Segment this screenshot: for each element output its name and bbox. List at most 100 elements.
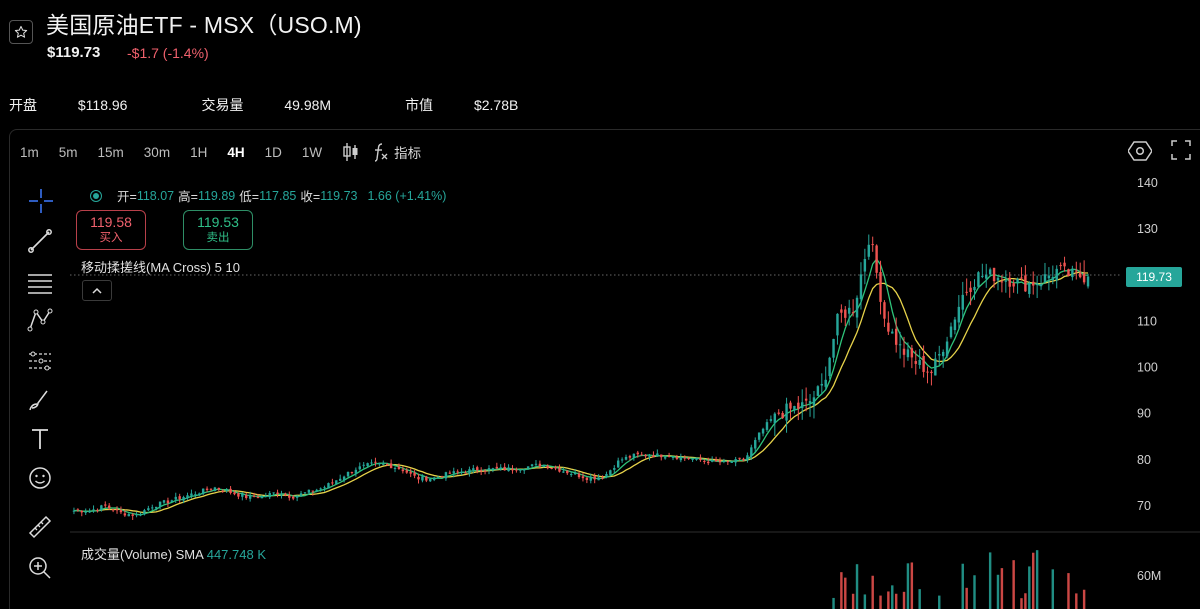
candle-body	[867, 244, 870, 257]
candle-body	[636, 452, 639, 455]
candle-body	[444, 472, 448, 479]
candle-body	[358, 466, 361, 470]
chart-settings-button[interactable]	[1127, 140, 1153, 165]
candle-body	[601, 477, 604, 479]
fullscreen-button[interactable]	[1171, 140, 1191, 163]
candle-body	[1039, 283, 1043, 287]
candle-body	[284, 493, 287, 495]
crosshair-tool[interactable]	[26, 186, 56, 216]
candle-body	[221, 490, 224, 492]
candle-body	[147, 508, 150, 511]
candle-body	[941, 351, 945, 357]
candle-body	[276, 492, 279, 495]
candle-body	[158, 501, 162, 507]
emoji-tool[interactable]	[25, 463, 55, 493]
candlestick-icon	[343, 143, 358, 161]
candle-body	[883, 302, 886, 319]
timeframe-1d[interactable]: 1D	[264, 144, 282, 160]
candle-body	[456, 471, 459, 473]
high-value: 119.89	[197, 188, 236, 203]
favorite-star-button[interactable]	[9, 20, 33, 44]
candle-body	[225, 489, 228, 491]
candle-body	[256, 497, 260, 499]
sell-button[interactable]: 119.53 卖出	[183, 210, 253, 250]
candle-body	[750, 447, 753, 457]
buy-button[interactable]: 119.58 买入	[76, 210, 146, 250]
open-value: 118.07	[136, 188, 175, 203]
candle-body	[1086, 276, 1090, 287]
candle-body	[1055, 268, 1058, 281]
star-icon	[14, 25, 28, 38]
collapse-indicators-button[interactable]	[82, 280, 112, 301]
price-axis-tick: 100	[1137, 361, 1158, 375]
candle-body	[131, 514, 134, 516]
ma-cross-indicator-label[interactable]: 移动揉搓线(MA Cross) 5 10	[81, 260, 240, 275]
candle-body	[667, 455, 671, 458]
chart-toolbar: 1m 5m 15m 30m 1H 4H 1D 1W 指标	[10, 130, 1200, 174]
candle-body	[252, 495, 256, 497]
candle-body	[119, 510, 123, 513]
candle-body	[327, 483, 330, 489]
candle-body	[605, 473, 608, 478]
candle-body	[350, 472, 354, 474]
timeframe-1w[interactable]: 1W	[301, 144, 323, 160]
candle-body	[115, 509, 119, 511]
candle-body	[1020, 277, 1023, 279]
candle-body	[217, 487, 221, 490]
trend-line-tool[interactable]	[25, 226, 55, 256]
function-icon	[375, 143, 388, 162]
timeframe-4h[interactable]: 4H	[227, 144, 245, 160]
pattern-tool[interactable]	[25, 305, 55, 335]
candle-body	[245, 494, 248, 498]
candle-body	[409, 471, 412, 474]
timeframe-1h[interactable]: 1H	[190, 144, 208, 160]
candle-body	[581, 476, 585, 479]
horizontal-lines-tool[interactable]	[25, 266, 55, 296]
visibility-toggle-icon[interactable]	[90, 189, 102, 202]
zoom-in-tool[interactable]	[25, 553, 55, 583]
pattern-icon	[27, 308, 53, 332]
volume-indicator-label[interactable]: 成交量(Volume) SMA 447.748 K	[81, 547, 266, 562]
candle-body	[573, 472, 577, 475]
candle-body	[311, 490, 315, 492]
timeframe-15m[interactable]: 15m	[97, 144, 124, 160]
candle-body	[851, 312, 855, 314]
measure-lines-tool[interactable]	[25, 345, 55, 375]
candle-body	[691, 458, 694, 460]
candle-body	[139, 514, 142, 516]
ruler-tool[interactable]	[25, 512, 55, 542]
candle-body	[1035, 283, 1039, 286]
candle-body	[248, 494, 252, 499]
volume-bar	[1051, 569, 1055, 609]
candle-body	[178, 496, 181, 500]
timeframe-5m[interactable]: 5m	[58, 144, 78, 160]
candle-body	[710, 460, 714, 462]
candle-body	[934, 358, 937, 376]
candle-body	[362, 464, 365, 466]
candle-body	[174, 496, 177, 500]
legend-change: 1.66 (+1.41%)	[367, 188, 447, 203]
timeframe-30m[interactable]: 30m	[143, 144, 171, 160]
text-tool[interactable]	[25, 424, 55, 454]
volume-bar	[894, 593, 898, 609]
candle-body	[209, 488, 213, 490]
candle-body	[511, 468, 514, 471]
candle-body	[315, 489, 318, 492]
candle-body	[205, 488, 209, 490]
candle-body	[671, 457, 675, 459]
candle-body	[1032, 281, 1035, 286]
candle-body	[530, 464, 534, 467]
candle-body	[675, 456, 679, 459]
indicators-button[interactable]: 指标	[372, 142, 421, 162]
timeframe-1m[interactable]: 1m	[20, 144, 39, 160]
volume-bar	[1082, 589, 1086, 609]
candle-body	[785, 403, 788, 421]
candle-body	[847, 307, 851, 314]
candle-body	[272, 492, 275, 494]
candlestick-type-button[interactable]	[342, 142, 360, 162]
candle-body	[722, 460, 726, 462]
volume-bar	[918, 589, 921, 609]
volume-bar	[1035, 550, 1039, 609]
brush-tool[interactable]	[25, 384, 55, 414]
